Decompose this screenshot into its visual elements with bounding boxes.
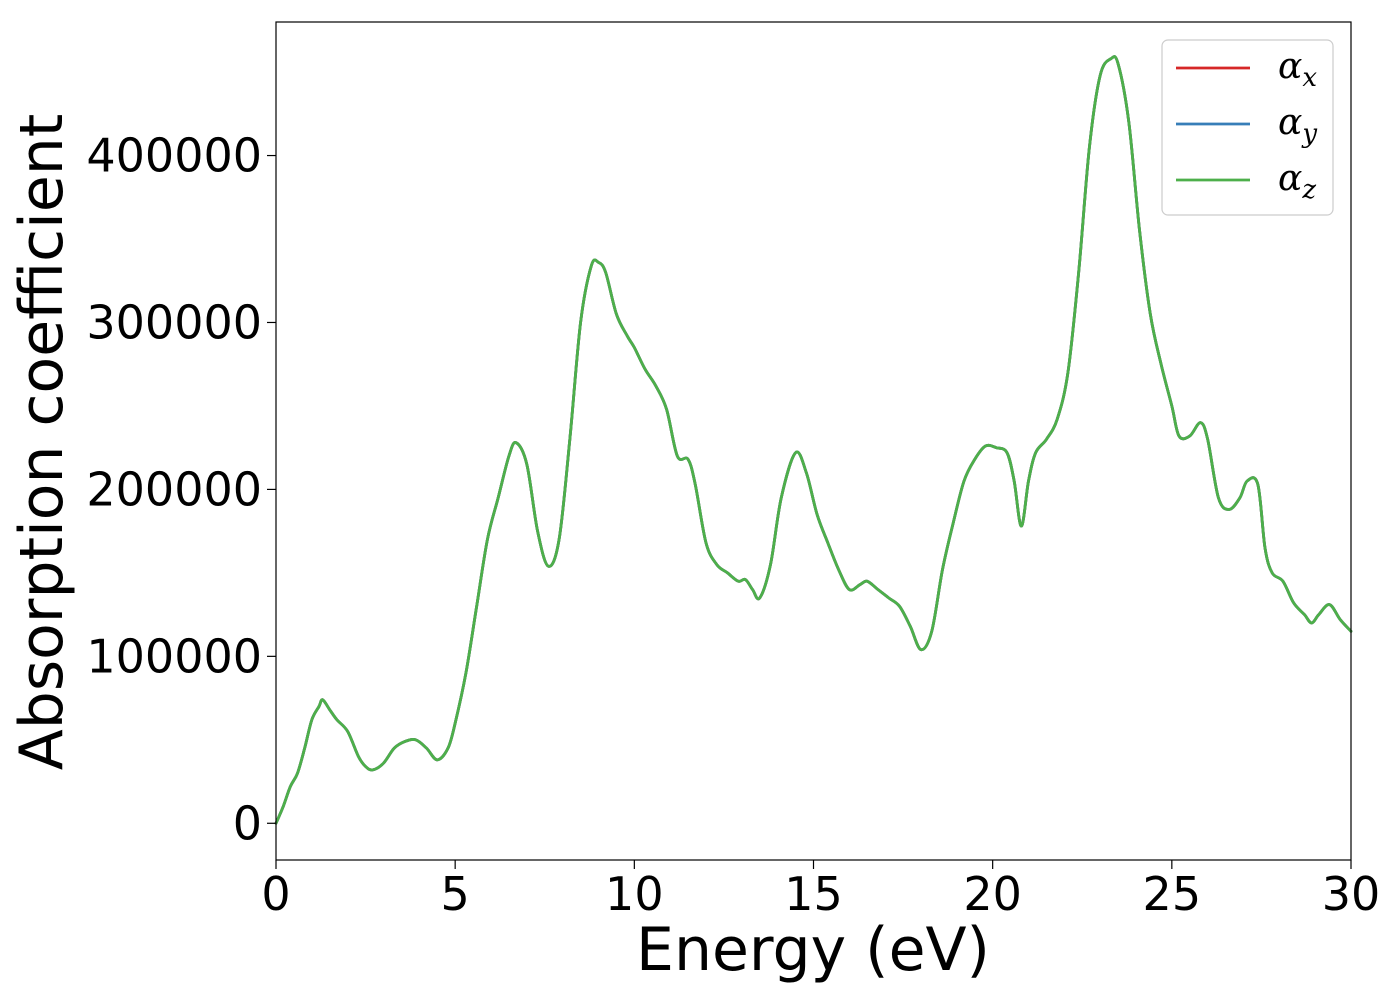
legend-label-z: αz: [1278, 158, 1316, 205]
x-tick-label: 10: [605, 867, 664, 921]
legend-box: [1161, 39, 1334, 216]
y-tick-label: 100000: [86, 629, 262, 683]
y-tick-label: 300000: [86, 295, 262, 349]
x-tick-label: 25: [1143, 867, 1202, 921]
x-tick-label: 5: [441, 867, 470, 921]
legend-label-y: αy: [1278, 102, 1317, 149]
y-tick-label: 400000: [86, 129, 262, 183]
y-tick-label: 200000: [86, 462, 262, 516]
x-axis-ticks: 0 5 10 15 20 25 30: [261, 860, 1380, 921]
y-axis-ticks: 0 100000 200000 300000 400000: [86, 129, 276, 850]
y-tick-label: 0: [233, 796, 262, 850]
x-tick-label: 15: [784, 867, 843, 921]
legend-label-x: αx: [1278, 46, 1317, 93]
x-tick-label: 20: [963, 867, 1022, 921]
series-line-z: [274, 55, 1353, 825]
legend: αx αy αz: [1161, 39, 1334, 216]
x-axis-label: Energy (eV): [636, 915, 990, 985]
series-layer: [274, 55, 1353, 825]
x-tick-label: 30: [1322, 867, 1381, 921]
x-tick-label: 0: [261, 867, 290, 921]
y-axis-label: Absorption coefficient: [7, 114, 77, 771]
